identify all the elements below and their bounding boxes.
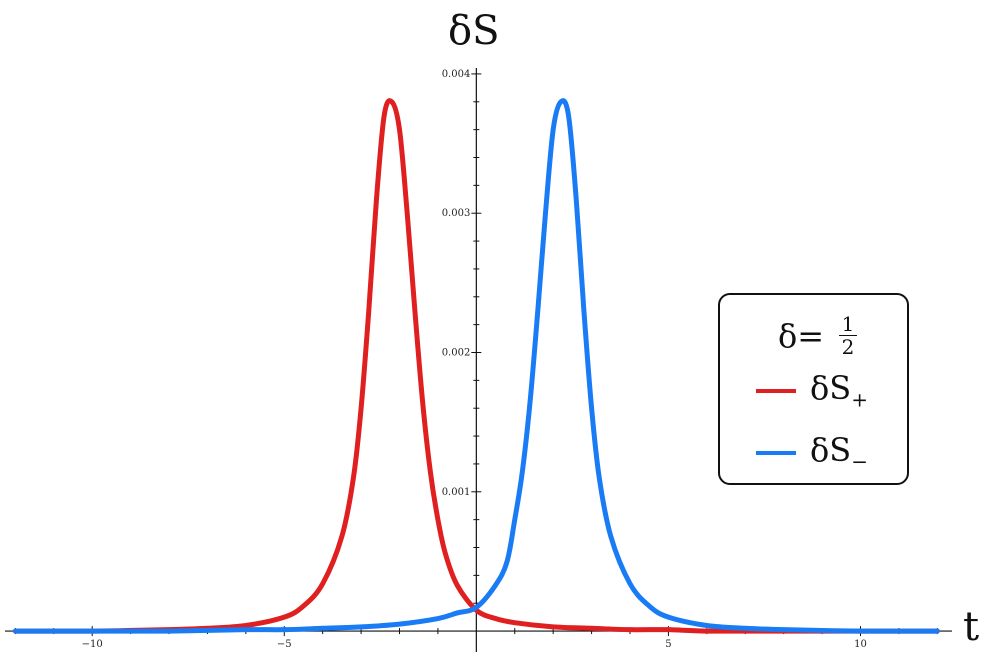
legend-subscript-plus: + (851, 387, 868, 412)
legend-label-plus: δS+ (810, 369, 868, 411)
y-tick-label: 0.004 (442, 69, 471, 80)
legend-series-name-minus: δS (810, 431, 852, 469)
x-tick-label: −5 (277, 639, 292, 650)
x-tick-label: 10 (854, 639, 867, 650)
legend-series-name-plus: δS (810, 369, 852, 407)
legend-title-fraction: 1 2 (838, 313, 858, 358)
fraction-bar (839, 335, 857, 336)
legend-swatch-minus (756, 451, 796, 455)
x-axis-label: t (963, 604, 979, 650)
y-tick-label: 0.002 (442, 348, 471, 359)
legend-title: δ= (778, 317, 824, 355)
legend-label-minus: δS− (810, 431, 868, 473)
series-layer (12, 98, 940, 634)
fraction-denominator: 2 (841, 335, 855, 359)
series-line-minus (12, 98, 940, 634)
y-axis-label: δS (448, 8, 499, 54)
y-tick-label: 0.001 (442, 487, 471, 498)
fraction-numerator: 1 (841, 312, 855, 336)
legend: δ= 1 2 δS+ δS− (718, 293, 909, 485)
legend-subscript-minus: − (851, 449, 868, 474)
series-line-plus (12, 98, 940, 634)
legend-swatch-plus (756, 389, 796, 393)
x-tick-label: −10 (82, 639, 103, 650)
legend-title-prefix: δ= (778, 317, 825, 355)
y-tick-label: 0.003 (442, 208, 471, 219)
x-tick-label: 5 (665, 639, 671, 650)
